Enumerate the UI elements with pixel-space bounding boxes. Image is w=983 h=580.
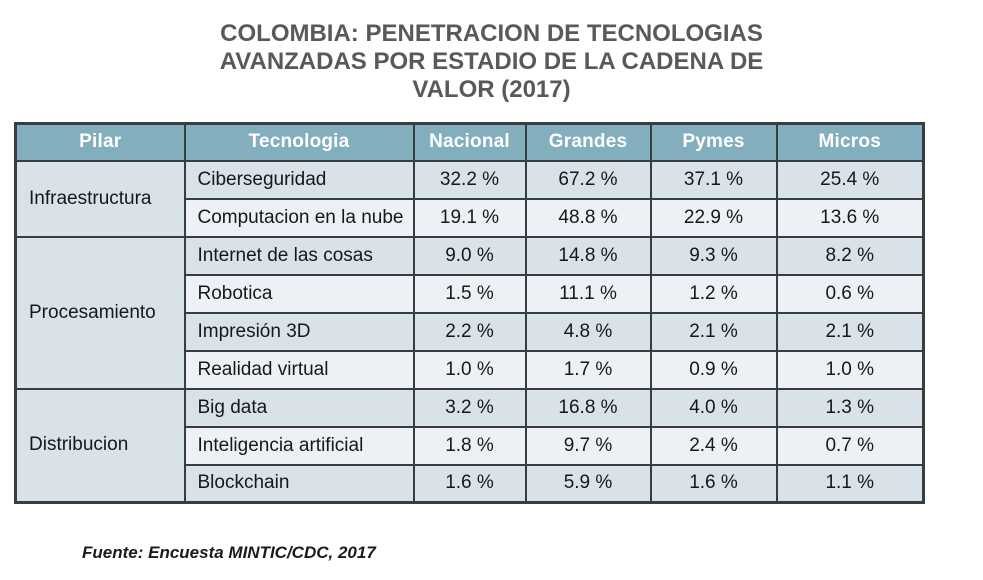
column-header-pymes: Pymes bbox=[649, 122, 778, 162]
table-row: Realidad virtual 1.0 % 1.7 % 0.9 % 1.0 % bbox=[16, 349, 925, 390]
value-cell-micros: 1.0 % bbox=[775, 349, 925, 390]
value-cell-nacional: 1.6 % bbox=[412, 463, 527, 504]
value-cell-nacional: 1.0 % bbox=[412, 349, 527, 390]
value-cell-micros: 25.4 % bbox=[775, 159, 925, 200]
pilar-cell-procesamiento: Procesamiento bbox=[14, 235, 186, 390]
table-row: Blockchain 1.6 % 5.9 % 1.6 % 1.1 % bbox=[16, 463, 925, 504]
value-cell-pymes: 9.3 % bbox=[649, 235, 778, 276]
value-cell-grandes: 9.7 % bbox=[524, 425, 652, 466]
value-cell-grandes: 14.8 % bbox=[524, 235, 652, 276]
value-cell-micros: 0.7 % bbox=[775, 425, 925, 466]
value-cell-pymes: 1.2 % bbox=[649, 273, 778, 314]
technology-cell: Robotica bbox=[183, 273, 415, 314]
value-cell-grandes: 48.8 % bbox=[524, 197, 652, 238]
source-note: Fuente: Encuesta MINTIC/CDC, 2017 bbox=[82, 543, 376, 562]
value-cell-nacional: 2.2 % bbox=[412, 311, 527, 352]
value-cell-pymes: 4.0 % bbox=[649, 387, 778, 428]
value-cell-nacional: 1.8 % bbox=[412, 425, 527, 466]
technology-cell: Impresión 3D bbox=[183, 311, 415, 352]
technology-cell: Big data bbox=[183, 387, 415, 428]
value-cell-micros: 2.1 % bbox=[775, 311, 925, 352]
table-row: Robotica 1.5 % 11.1 % 1.2 % 0.6 % bbox=[16, 273, 925, 314]
value-cell-micros: 1.3 % bbox=[775, 387, 925, 428]
value-cell-nacional: 1.5 % bbox=[412, 273, 527, 314]
value-cell-grandes: 1.7 % bbox=[524, 349, 652, 390]
value-cell-pymes: 2.1 % bbox=[649, 311, 778, 352]
page-title-text: COLOMBIA: PENETRACION DE TECNOLOGIAS AVA… bbox=[219, 20, 764, 103]
penetration-table: Pilar Tecnologia Nacional Grandes Pymes … bbox=[14, 122, 925, 504]
value-cell-pymes: 0.9 % bbox=[649, 349, 778, 390]
value-cell-grandes: 4.8 % bbox=[524, 311, 652, 352]
page-title: COLOMBIA: PENETRACION DE TECNOLOGIAS AVA… bbox=[0, 20, 983, 104]
value-cell-micros: 13.6 % bbox=[775, 197, 925, 238]
value-cell-nacional: 19.1 % bbox=[412, 197, 527, 238]
column-header-nacional: Nacional bbox=[412, 122, 527, 162]
value-cell-nacional: 3.2 % bbox=[412, 387, 527, 428]
value-cell-grandes: 16.8 % bbox=[524, 387, 652, 428]
table-row: Impresión 3D 2.2 % 4.8 % 2.1 % 2.1 % bbox=[16, 311, 925, 352]
column-header-tecnologia: Tecnologia bbox=[183, 122, 415, 162]
value-cell-pymes: 22.9 % bbox=[649, 197, 778, 238]
value-cell-grandes: 5.9 % bbox=[524, 463, 652, 504]
value-cell-pymes: 37.1 % bbox=[649, 159, 778, 200]
value-cell-micros: 1.1 % bbox=[775, 463, 925, 504]
value-cell-micros: 0.6 % bbox=[775, 273, 925, 314]
value-cell-pymes: 1.6 % bbox=[649, 463, 778, 504]
table-row: Computacion en la nube 19.1 % 48.8 % 22.… bbox=[16, 197, 925, 238]
column-header-grandes: Grandes bbox=[524, 122, 652, 162]
technology-cell: Ciberseguridad bbox=[183, 159, 415, 200]
header-row: Pilar Tecnologia Nacional Grandes Pymes … bbox=[14, 122, 925, 162]
value-cell-grandes: 11.1 % bbox=[524, 273, 652, 314]
value-cell-micros: 8.2 % bbox=[775, 235, 925, 276]
value-cell-nacional: 32.2 % bbox=[412, 159, 527, 200]
pilar-cell-distribucion: Distribucion bbox=[14, 387, 186, 504]
value-cell-nacional: 9.0 % bbox=[412, 235, 527, 276]
technology-cell: Internet de las cosas bbox=[183, 235, 415, 276]
technology-cell: Computacion en la nube bbox=[183, 197, 415, 238]
technology-cell: Inteligencia artificial bbox=[183, 425, 415, 466]
pilar-cell-infraestructura: Infraestructura bbox=[14, 159, 186, 238]
value-cell-pymes: 2.4 % bbox=[649, 425, 778, 466]
table-row: Distribucion Big data 3.2 % 16.8 % 4.0 %… bbox=[14, 387, 925, 504]
table-row: Infraestructura Ciberseguridad 32.2 % 67… bbox=[14, 159, 925, 238]
value-cell-grandes: 67.2 % bbox=[524, 159, 652, 200]
column-header-micros: Micros bbox=[775, 122, 925, 162]
table-row: Procesamiento Internet de las cosas 9.0 … bbox=[14, 235, 925, 390]
technology-cell: Blockchain bbox=[183, 463, 415, 504]
technology-cell: Realidad virtual bbox=[183, 349, 415, 390]
table-row: Inteligencia artificial 1.8 % 9.7 % 2.4 … bbox=[16, 425, 925, 466]
column-header-pilar: Pilar bbox=[14, 122, 186, 162]
